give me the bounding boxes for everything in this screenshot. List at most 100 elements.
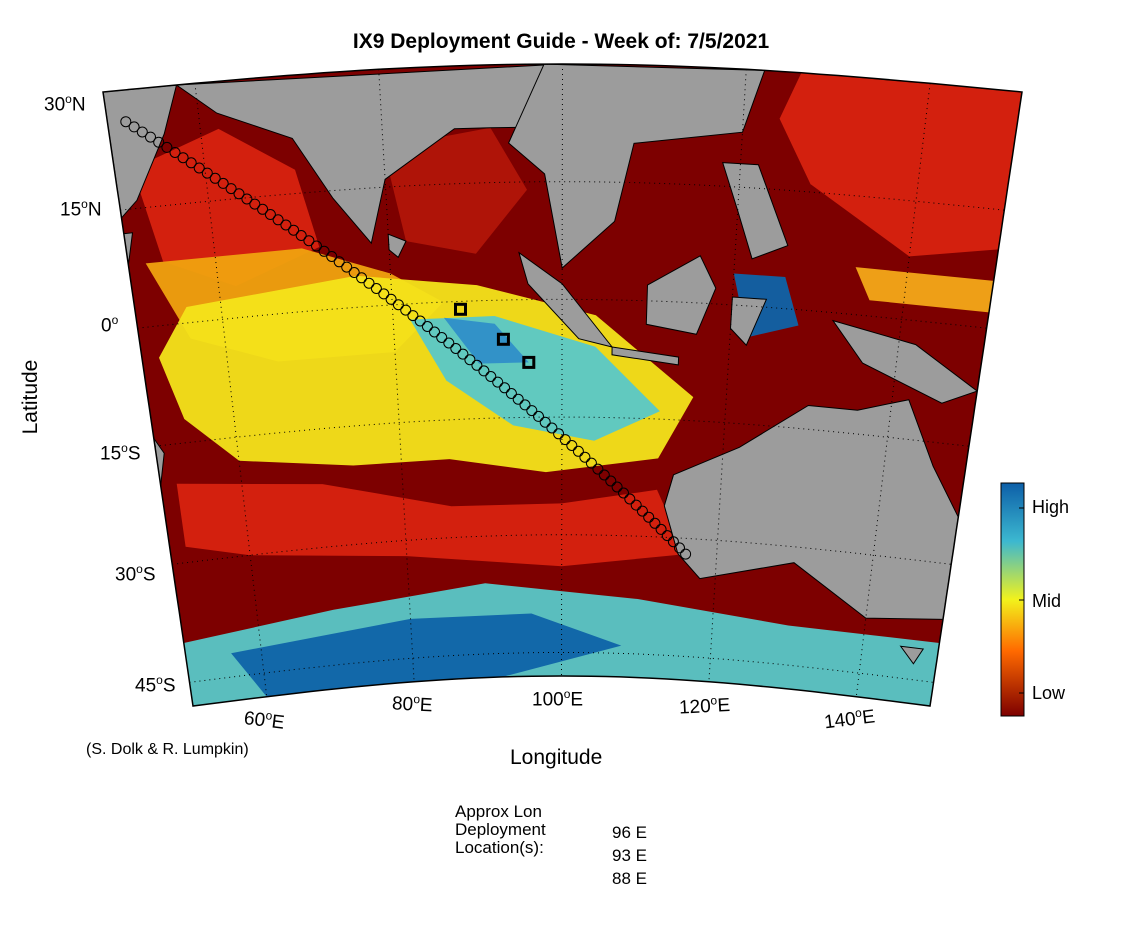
track-point <box>519 399 531 411</box>
arabian-sea-field <box>132 128 320 287</box>
track-point <box>674 542 685 554</box>
longitude-gridline <box>561 64 563 676</box>
deployment-location: 88 E <box>612 869 647 888</box>
track-point <box>136 126 148 138</box>
track-point <box>478 365 490 377</box>
track-point <box>311 240 322 252</box>
track-point <box>680 548 692 560</box>
track-point <box>145 131 156 143</box>
track-point <box>436 332 448 343</box>
ship-track <box>120 116 692 560</box>
track-point <box>572 445 584 457</box>
colorbar-label-low: Low <box>1032 683 1066 703</box>
map-field <box>103 64 1022 706</box>
graticule <box>103 64 1022 697</box>
deployment-location: 96 E <box>612 823 647 842</box>
lon-tick-label: 60oE <box>242 707 286 734</box>
x-axis-label: Longitude <box>510 746 603 769</box>
track-point <box>249 198 261 210</box>
pacific-field-mid <box>855 267 994 313</box>
track-point <box>592 463 604 475</box>
lon-tick-label: 100oE <box>532 687 584 711</box>
track-point <box>153 136 165 148</box>
track-point <box>471 359 483 371</box>
deployment-header-line: Deployment <box>455 820 546 839</box>
track-point <box>499 382 511 394</box>
track-point <box>512 393 524 405</box>
track-point <box>363 277 375 289</box>
track-point <box>566 440 578 451</box>
deployment-marker <box>496 332 510 346</box>
track-point <box>492 376 504 388</box>
lat-tick-label: 30oS <box>115 562 156 586</box>
track-point <box>539 416 551 428</box>
philippines <box>722 162 789 260</box>
track-point <box>559 434 571 446</box>
track-point <box>643 511 655 523</box>
bay-of-bengal-field <box>383 127 527 254</box>
deployment-header-line: Approx Lon <box>455 802 542 821</box>
track-point <box>233 188 245 200</box>
deployment-marker <box>522 355 536 369</box>
track-point <box>624 493 636 505</box>
track-point <box>630 499 642 511</box>
track-point <box>264 209 276 220</box>
south-field-red <box>176 483 686 567</box>
track-point <box>120 116 132 128</box>
track-point <box>272 214 284 226</box>
track-point <box>546 422 558 434</box>
southeast-asia <box>507 64 766 269</box>
sulawesi <box>729 296 768 347</box>
lat-tick-label: 15oS <box>100 441 141 465</box>
track-point <box>201 167 213 179</box>
track-point <box>526 405 538 417</box>
latitude-gridline <box>154 416 969 447</box>
track-point <box>241 193 253 205</box>
track-point <box>655 523 667 535</box>
java <box>611 346 680 366</box>
track-point <box>370 283 382 294</box>
track-point <box>169 147 181 158</box>
track-point <box>485 371 497 382</box>
track-point <box>457 348 469 360</box>
credit-text: (S. Dolk & R. Lumpkin) <box>86 741 249 758</box>
track-point <box>318 245 330 257</box>
track-point <box>553 428 565 440</box>
track-point <box>303 235 315 247</box>
tasmania <box>899 645 925 665</box>
track-point <box>611 481 623 493</box>
track-point <box>288 224 300 236</box>
pacific-field-red <box>779 72 1022 257</box>
deployment-header: Approx Lon Deployment Location(s): <box>455 803 546 857</box>
track-point <box>128 121 140 133</box>
lon-tick-label: 80oE <box>391 692 434 717</box>
lat-tick-label: 15oN <box>60 197 102 221</box>
track-point <box>193 162 205 174</box>
lon-tick-label: 120oE <box>678 693 731 719</box>
colorbar-label-mid: Mid <box>1032 591 1062 611</box>
track-point <box>161 141 173 153</box>
track-point <box>407 310 419 322</box>
sumatra <box>518 251 614 348</box>
track-point <box>464 354 476 366</box>
track-point <box>443 337 455 349</box>
figure-title: IX9 Deployment Guide - Week of: 7/5/2021 <box>352 30 770 53</box>
track-point <box>618 487 629 499</box>
track-point <box>209 172 221 184</box>
track-point <box>295 230 307 241</box>
track-point <box>400 304 412 316</box>
track-point <box>585 457 597 469</box>
track-point <box>280 219 292 231</box>
colorbar-label-high: High <box>1032 497 1070 517</box>
track-point <box>429 326 440 338</box>
deployment-location: 93 E <box>612 846 647 865</box>
track-point <box>533 410 544 422</box>
track-point <box>217 177 229 189</box>
track-point <box>326 251 338 262</box>
track-point <box>605 475 617 487</box>
track-point <box>636 505 648 517</box>
track-point <box>177 152 189 164</box>
track-point <box>341 261 353 273</box>
track-point <box>185 157 197 169</box>
